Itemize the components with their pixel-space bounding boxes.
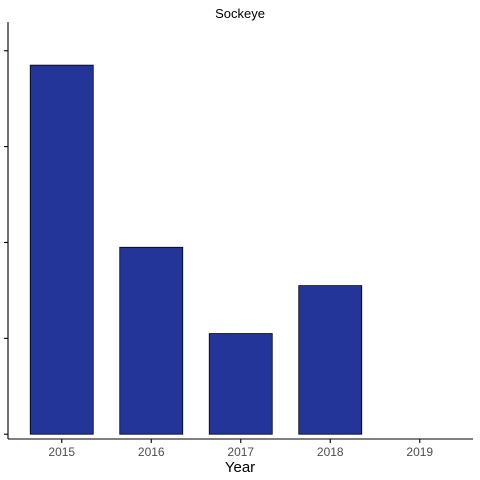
chart-title: Sockeye <box>215 6 265 21</box>
x-axis-title: Year <box>225 459 255 476</box>
x-tick-label-2017: 2017 <box>227 445 254 459</box>
y-tick-group <box>4 50 8 435</box>
bar-2016 <box>119 246 184 435</box>
x-tick-label-2016: 2016 <box>138 445 165 459</box>
bar-2018 <box>298 285 363 435</box>
bar-2015 <box>29 64 94 435</box>
bar-2017 <box>208 333 273 435</box>
x-tick-group: 2015 2016 2017 2018 2019 <box>48 439 433 459</box>
x-tick-label-2019: 2019 <box>406 445 433 459</box>
x-tick-label-2018: 2018 <box>317 445 344 459</box>
bar-group <box>29 64 363 435</box>
x-tick-label-2015: 2015 <box>48 445 75 459</box>
